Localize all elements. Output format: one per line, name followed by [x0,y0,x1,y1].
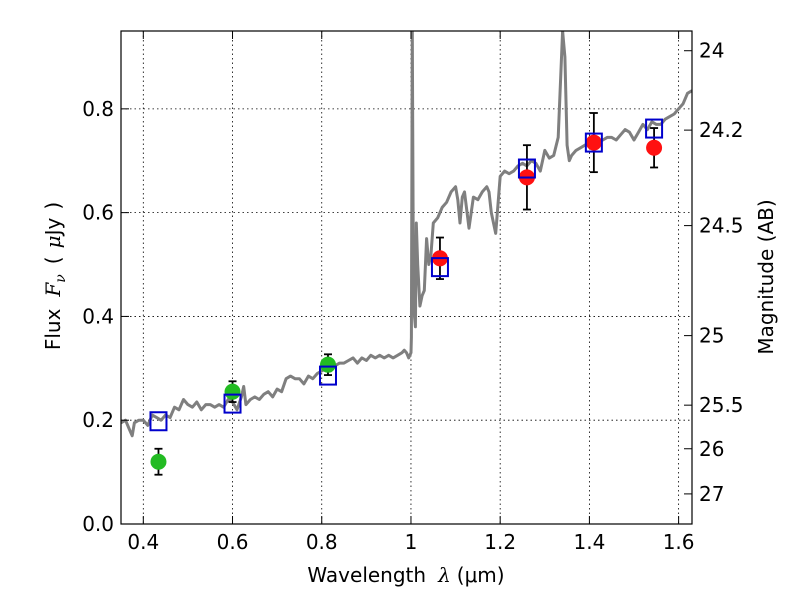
x-tick-label: 0.6 [217,530,249,554]
ticks: 0.4 0.6 0.8 1 1.2 1.4 1.6 0.0 0.2 0.4 0.6 0.8 24 24.2… [82,31,744,554]
x-tick-label: 0.8 [306,530,338,554]
right-tick-label: 27 [699,482,724,506]
points-layer [149,112,664,476]
red-data-point [585,134,602,151]
y-tick-label: 0.2 [82,408,114,432]
y-tick-label: 0.0 [82,512,114,536]
model-square-marker [149,411,168,432]
x-tick-label: 0.4 [127,530,159,554]
right-tick-label: 24.5 [699,214,744,238]
x-axis-label: Wavelength λ (μm) [307,563,504,587]
model-square-marker [430,257,449,278]
right-tick-label: 25 [699,324,724,348]
x-tick-label: 1.4 [573,530,605,554]
spectrum-line [121,31,692,438]
grid [121,31,692,525]
red-data-point [646,139,663,156]
plot-frame [120,30,693,525]
model-square-marker [517,158,536,179]
x-tick-label: 1 [405,530,418,554]
spectrum-layer [121,31,692,438]
model-square-marker [318,365,337,386]
right-tick-label: 25.5 [699,393,744,417]
green-data-point [150,453,167,470]
y-axis-label: FluxFν(μJy) [41,202,69,350]
green-data-point [224,383,241,400]
y-tick-label: 0.6 [82,201,114,225]
right-tick-label: 24 [699,39,724,63]
y-tick-label: 0.8 [82,97,114,121]
model-square-marker [645,118,664,139]
y-tick-label: 0.4 [82,304,114,328]
model-square-marker [584,132,603,153]
model-square-marker [223,393,242,414]
green-data-point [319,356,336,373]
axes [120,30,693,525]
right-tick-label: 24.2 [699,118,744,142]
right-tick-label: 26 [699,437,724,461]
x-tick-label: 1.2 [484,530,516,554]
x-tick-label: 1.6 [663,530,695,554]
right-axis-label: Magnitude (AB) [754,199,778,354]
